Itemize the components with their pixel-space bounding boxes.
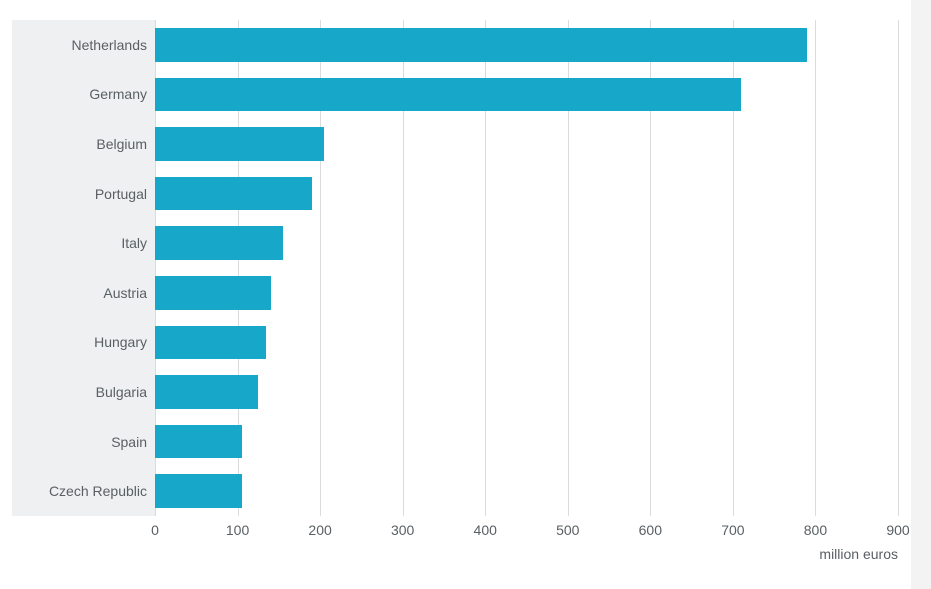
bar [155, 326, 266, 360]
x-axis-tick-label: 600 [639, 522, 662, 538]
gridline [898, 20, 899, 516]
x-axis-tick-label: 300 [391, 522, 414, 538]
y-axis-category-label: Hungary [94, 334, 155, 350]
plot-area: NetherlandsGermanyBelgiumPortugalItalyAu… [155, 20, 898, 516]
bar [155, 425, 242, 459]
x-axis-tick-label: 0 [151, 522, 159, 538]
bar [155, 78, 741, 112]
y-axis-category-label: Italy [121, 235, 155, 251]
x-axis-tick-label: 700 [721, 522, 744, 538]
y-axis-category-label: Belgium [96, 136, 155, 152]
x-axis-tick-label: 500 [556, 522, 579, 538]
y-axis-category-label: Czech Republic [49, 483, 155, 499]
y-axis-category-label: Netherlands [72, 37, 156, 53]
y-axis-category-label: Austria [103, 285, 155, 301]
x-axis-tick-label: 800 [804, 522, 827, 538]
bar [155, 276, 271, 310]
x-axis-tick-label: 100 [226, 522, 249, 538]
right-decorative-strip [911, 0, 931, 589]
chart-container: Netherlands Germany Belgium Portugal Italy Au… [0, 0, 931, 589]
bar [155, 177, 312, 211]
bar [155, 226, 283, 260]
bar [155, 375, 258, 409]
bar [155, 28, 807, 62]
x-axis-title: million euros [819, 546, 898, 562]
bar [155, 127, 324, 161]
gridline [815, 20, 816, 516]
y-axis-category-label: Germany [89, 86, 155, 102]
y-axis-category-label: Portugal [95, 186, 155, 202]
y-axis-category-label: Spain [111, 434, 155, 450]
x-axis-tick-label: 900 [886, 522, 909, 538]
x-axis-tick-label: 400 [474, 522, 497, 538]
x-axis-tick-label: 200 [308, 522, 331, 538]
bar [155, 474, 242, 508]
y-axis-category-label: Bulgaria [96, 384, 155, 400]
x-axis-tick-labels: 0100200300400500600700800900 [155, 516, 898, 546]
